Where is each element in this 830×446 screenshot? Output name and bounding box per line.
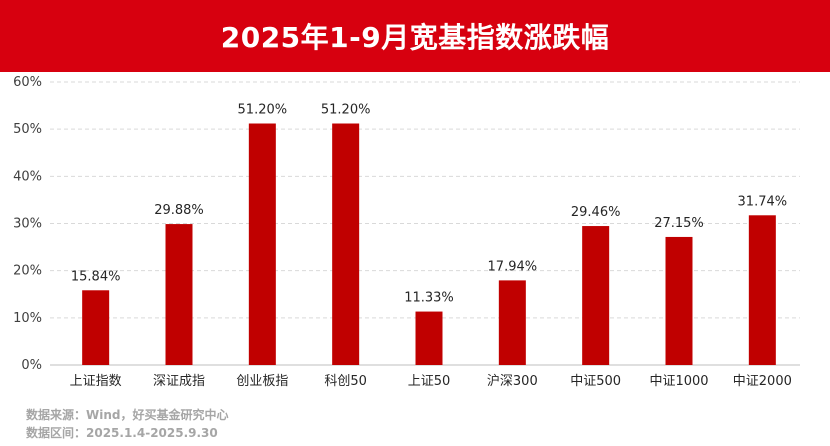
y-tick-label: 0%	[21, 358, 42, 373]
data-label: 51.20%	[238, 103, 288, 118]
title-banner: 2025年1-9月宽基指数涨跌幅	[0, 0, 830, 72]
chart-title: 2025年1-9月宽基指数涨跌幅	[220, 21, 610, 54]
data-label: 11.33%	[404, 291, 454, 306]
x-tick-label: 中证2000	[733, 374, 792, 389]
x-tick-label: 中证500	[570, 374, 621, 389]
x-tick-label: 上证指数	[70, 374, 122, 389]
y-tick-label: 20%	[13, 264, 42, 279]
bar	[165, 224, 193, 365]
data-label: 27.15%	[654, 216, 704, 231]
bar	[582, 226, 610, 365]
x-tick-label: 创业板指	[236, 374, 288, 389]
data-label: 29.46%	[571, 205, 621, 220]
bar-chart: 0% 10% 20% 30% 40% 50% 60% 15.84% 上证指数 29.88% 深证成指…	[13, 75, 800, 389]
data-period-note: 数据区间：2025.1.4-2025.9.30	[26, 426, 218, 440]
bar	[665, 236, 693, 365]
x-tick-label: 深证成指	[153, 374, 205, 389]
data-label: 31.74%	[738, 194, 788, 209]
data-source-note: 数据来源：Wind，好买基金研究中心	[26, 408, 229, 422]
y-tick-label: 30%	[13, 217, 42, 232]
x-tick-label: 沪深300	[487, 373, 538, 389]
data-label: 17.94%	[488, 259, 538, 274]
y-tick-label: 10%	[13, 311, 42, 326]
x-tick-label: 上证50	[408, 374, 451, 389]
x-tick-label: 中证1000	[649, 374, 708, 389]
y-tick-label: 60%	[13, 75, 42, 90]
bar	[415, 311, 443, 365]
bar	[498, 280, 526, 365]
data-label: 51.20%	[321, 103, 371, 118]
data-label: 29.88%	[154, 203, 204, 218]
bar	[248, 123, 276, 365]
bar	[748, 215, 776, 365]
bar	[82, 290, 110, 365]
y-tick-label: 40%	[13, 169, 42, 184]
y-tick-label: 50%	[13, 122, 42, 137]
data-label: 15.84%	[71, 269, 121, 284]
x-tick-label: 科创50	[324, 374, 367, 389]
bar	[332, 123, 360, 365]
